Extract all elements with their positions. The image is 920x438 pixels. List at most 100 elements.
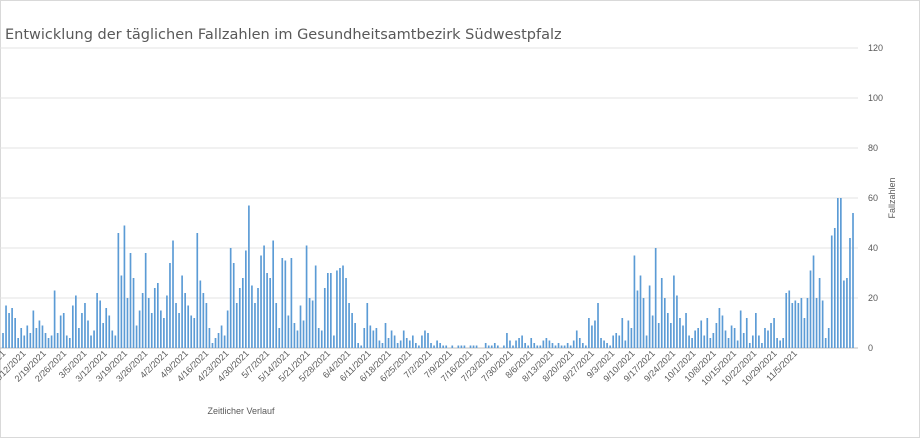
bar	[654, 248, 657, 348]
bar	[663, 298, 666, 348]
bar	[348, 303, 350, 348]
bar	[418, 345, 420, 348]
bar	[29, 333, 32, 348]
bar	[65, 335, 68, 348]
bar	[93, 330, 95, 348]
bar	[193, 318, 196, 348]
bar	[791, 303, 794, 348]
bar	[833, 228, 836, 348]
bar	[600, 338, 602, 348]
bar	[272, 240, 275, 348]
bar	[551, 343, 554, 348]
bar	[320, 330, 323, 348]
bar	[235, 303, 238, 348]
bar	[427, 333, 429, 348]
bar	[724, 330, 727, 348]
bar	[190, 315, 193, 348]
bar	[223, 335, 226, 348]
y-tick-label: 0	[868, 343, 873, 353]
bar	[569, 345, 572, 348]
bar	[721, 315, 724, 348]
bar	[487, 345, 490, 348]
bar	[815, 298, 818, 348]
bar	[87, 320, 89, 348]
bar	[326, 273, 329, 348]
bar	[463, 345, 466, 348]
bar	[585, 345, 587, 348]
bar	[314, 265, 317, 348]
bar	[260, 255, 262, 348]
bar	[372, 330, 375, 348]
bar	[673, 275, 675, 348]
bar	[360, 345, 363, 348]
bar	[402, 330, 405, 348]
bar	[208, 328, 211, 348]
bar	[758, 335, 760, 348]
bar	[399, 340, 402, 348]
bar	[287, 315, 290, 348]
bar	[251, 285, 253, 348]
bar	[490, 345, 493, 348]
bar	[849, 238, 851, 348]
bar	[120, 275, 123, 348]
bar	[597, 303, 599, 348]
x-tick-labels: 2/5/20212/12/20212/19/20212/26/20213/5/2…	[0, 348, 799, 387]
bar	[178, 313, 180, 348]
bar	[14, 318, 16, 348]
bar	[624, 340, 627, 348]
bar	[836, 198, 839, 348]
bar	[770, 323, 772, 348]
bar	[263, 245, 265, 348]
bar	[739, 310, 742, 348]
bar	[542, 340, 545, 348]
bar	[381, 343, 384, 348]
y-tick-label: 100	[868, 93, 883, 103]
bar	[181, 275, 183, 348]
bar	[211, 343, 214, 348]
bar	[342, 265, 344, 348]
bar	[336, 270, 338, 348]
bar	[387, 338, 390, 348]
bar	[293, 323, 296, 348]
bar	[518, 338, 520, 348]
bar	[84, 303, 86, 348]
bar	[852, 213, 854, 348]
bar	[575, 330, 578, 348]
bar	[163, 318, 165, 348]
bar	[351, 313, 353, 348]
bar	[302, 320, 305, 348]
bar	[718, 308, 721, 348]
bar	[642, 298, 645, 348]
bar	[606, 343, 608, 348]
bar	[114, 335, 117, 348]
bar	[345, 278, 347, 348]
bar	[59, 315, 62, 348]
bar	[199, 280, 202, 348]
bar	[578, 338, 581, 348]
chart-title: Entwicklung der täglichen Fallzahlen im …	[5, 27, 562, 43]
bar	[639, 275, 642, 348]
bar	[308, 298, 311, 348]
bar	[591, 325, 593, 348]
bar	[393, 335, 396, 348]
bar	[563, 345, 566, 348]
bar	[105, 308, 108, 348]
bar	[90, 335, 92, 348]
bar	[588, 318, 590, 348]
bar	[166, 295, 168, 348]
bar	[117, 233, 120, 348]
bar	[761, 343, 763, 348]
bar	[138, 310, 141, 348]
bar	[475, 345, 478, 348]
bar	[536, 345, 539, 348]
bar	[108, 315, 111, 348]
bar	[202, 293, 205, 348]
bar	[809, 270, 812, 348]
bar	[685, 313, 687, 348]
bar	[615, 333, 618, 348]
bar	[81, 313, 83, 348]
bar	[706, 318, 709, 348]
bar	[827, 328, 830, 348]
bar	[421, 335, 423, 348]
